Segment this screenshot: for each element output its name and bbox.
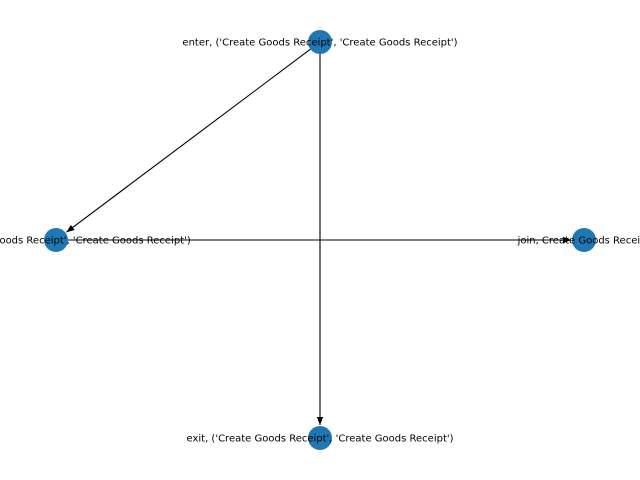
node-label-split: split, ('Create Goods Receipt', 'Create … xyxy=(0,236,191,247)
labels-layer: enter, ('Create Goods Receipt', 'Create … xyxy=(0,38,640,445)
node-enter xyxy=(308,30,332,54)
edges-layer xyxy=(66,48,571,425)
node-join xyxy=(572,228,596,252)
nodes-layer xyxy=(44,30,596,450)
node-label-exit: exit, ('Create Goods Receipt', 'Create G… xyxy=(186,434,453,445)
node-label-join: join, Create Goods Receipt xyxy=(517,236,640,247)
node-split xyxy=(44,228,68,252)
edge-enter-to-split xyxy=(66,48,311,233)
node-label-enter: enter, ('Create Goods Receipt', 'Create … xyxy=(182,38,457,49)
node-exit xyxy=(308,426,332,450)
